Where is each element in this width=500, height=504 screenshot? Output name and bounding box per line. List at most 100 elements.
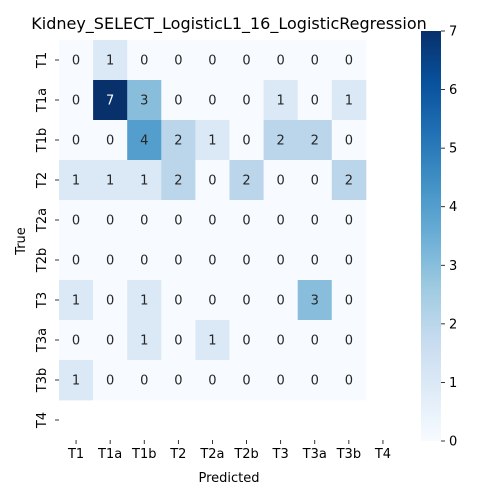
heatmap-cell bbox=[59, 160, 94, 201]
heatmap-cell bbox=[195, 40, 230, 81]
heatmap-cell bbox=[263, 360, 299, 401]
heatmap-cell bbox=[263, 160, 299, 201]
heatmap-cell bbox=[263, 80, 299, 121]
heatmap-cell bbox=[331, 120, 367, 161]
colorbar-tick-label: 7 bbox=[449, 25, 457, 40]
cell-value-label: 1 bbox=[106, 54, 114, 69]
cell-value-label: 0 bbox=[208, 54, 216, 69]
heatmap-cell bbox=[229, 200, 264, 241]
cell-value-label: 0 bbox=[311, 54, 319, 69]
heatmap-cell bbox=[195, 360, 230, 401]
cell-value-label: 4 bbox=[140, 134, 148, 149]
heatmap-cell bbox=[59, 200, 94, 241]
cell-value-label: 0 bbox=[140, 54, 148, 69]
y-tick-label: T1b bbox=[35, 128, 50, 153]
heatmap-cell bbox=[127, 240, 162, 281]
cell-value-label: 2 bbox=[345, 174, 353, 189]
x-axis: T1 T1a T1b T2 T2a T2b T3 T3a T3b T4 bbox=[67, 440, 391, 462]
cell-value-label: 0 bbox=[106, 374, 114, 389]
y-tick-label: T2 bbox=[35, 172, 50, 189]
x-tick-label: T1b bbox=[131, 447, 156, 462]
heatmap-cell bbox=[331, 320, 367, 361]
cell-value-label: 0 bbox=[208, 94, 216, 109]
cell-value-label: 1 bbox=[72, 174, 80, 189]
heatmap-cell bbox=[229, 120, 264, 161]
heatmap-cell bbox=[127, 40, 162, 81]
cell-value-label: 0 bbox=[106, 254, 114, 269]
cell-value-label: 0 bbox=[140, 254, 148, 269]
cell-value-label: 0 bbox=[106, 334, 114, 349]
cell-value-label: 2 bbox=[242, 174, 250, 189]
heatmap-cell bbox=[59, 280, 94, 321]
heatmap-cell bbox=[161, 320, 196, 361]
y-tick-label: T2a bbox=[35, 208, 50, 233]
heatmap-cell bbox=[331, 280, 367, 321]
heatmap-cell bbox=[93, 80, 128, 121]
heatmap-cell bbox=[59, 80, 94, 121]
cell-value-label: 0 bbox=[345, 374, 353, 389]
colorbar-tick-label: 6 bbox=[449, 83, 457, 98]
cell-value-label: 0 bbox=[242, 94, 250, 109]
cell-value-label: 1 bbox=[72, 374, 80, 389]
heatmap-cell bbox=[59, 320, 94, 361]
cell-value-label: 0 bbox=[106, 134, 114, 149]
heatmap-cell bbox=[263, 280, 299, 321]
heatmap-cell bbox=[59, 120, 94, 161]
heatmap-cell bbox=[331, 40, 367, 81]
cell-value-label: 0 bbox=[174, 254, 182, 269]
heatmap-cell bbox=[229, 40, 264, 81]
cell-value-label: 0 bbox=[345, 214, 353, 229]
cell-value-label: 2 bbox=[311, 134, 319, 149]
cell-value-label: 0 bbox=[242, 294, 250, 309]
cell-value-label: 0 bbox=[140, 374, 148, 389]
cell-value-label: 0 bbox=[174, 94, 182, 109]
heatmap-cell bbox=[297, 120, 333, 161]
cell-value-label: 0 bbox=[277, 374, 285, 389]
heatmap-cell bbox=[161, 40, 196, 81]
heatmap-cell bbox=[161, 200, 196, 241]
cell-value-label: 0 bbox=[72, 54, 80, 69]
cell-value-label: 1 bbox=[72, 294, 80, 309]
heatmap-cells: 0 1 0 0 0 0 0 0 0 0 7 3 0 0 0 1 0 1 0 0 4 2 1 0 2 2 0 1 1 1 2 0 2 0 0 2 0 0 0 0… bbox=[59, 40, 367, 401]
heatmap-cell bbox=[93, 280, 128, 321]
heatmap-cell bbox=[263, 120, 299, 161]
heatmap-cell bbox=[127, 160, 162, 201]
heatmap-cell bbox=[229, 240, 264, 281]
heatmap-cell bbox=[229, 360, 264, 401]
colorbar-tick-label: 4 bbox=[449, 200, 457, 215]
heatmap-cell bbox=[297, 80, 333, 121]
heatmap-cell bbox=[331, 80, 367, 121]
cell-value-label: 0 bbox=[277, 214, 285, 229]
cell-value-label: 2 bbox=[277, 134, 285, 149]
heatmap-cell bbox=[229, 320, 264, 361]
cell-value-label: 1 bbox=[345, 94, 353, 109]
heatmap-cell bbox=[93, 40, 128, 81]
heatmap-cell bbox=[195, 280, 230, 321]
cell-value-label: 0 bbox=[345, 54, 353, 69]
heatmap-cell bbox=[297, 240, 333, 281]
cell-value-label: 0 bbox=[208, 254, 216, 269]
cell-value-label: 2 bbox=[174, 134, 182, 149]
cell-value-label: 0 bbox=[311, 174, 319, 189]
cell-value-label: 0 bbox=[72, 214, 80, 229]
heatmap-cell bbox=[331, 240, 367, 281]
heatmap-cell bbox=[297, 40, 333, 81]
cell-value-label: 2 bbox=[174, 174, 182, 189]
cell-value-label: 0 bbox=[277, 174, 285, 189]
heatmap-cell bbox=[93, 360, 128, 401]
cell-value-label: 0 bbox=[311, 334, 319, 349]
heatmap-cell bbox=[93, 240, 128, 281]
colorbar: 0 1 2 3 4 5 6 7 bbox=[421, 25, 457, 450]
heatmap-cell bbox=[161, 120, 196, 161]
cell-value-label: 0 bbox=[72, 254, 80, 269]
heatmap-cell bbox=[263, 240, 299, 281]
cell-value-label: 1 bbox=[106, 174, 114, 189]
heatmap-cell bbox=[195, 80, 230, 121]
cell-value-label: 0 bbox=[242, 54, 250, 69]
cell-value-label: 0 bbox=[242, 214, 250, 229]
cell-value-label: 0 bbox=[174, 374, 182, 389]
colorbar-tick-label: 1 bbox=[449, 376, 457, 391]
heatmap-cell bbox=[127, 120, 162, 161]
cell-value-label: 3 bbox=[311, 294, 319, 309]
